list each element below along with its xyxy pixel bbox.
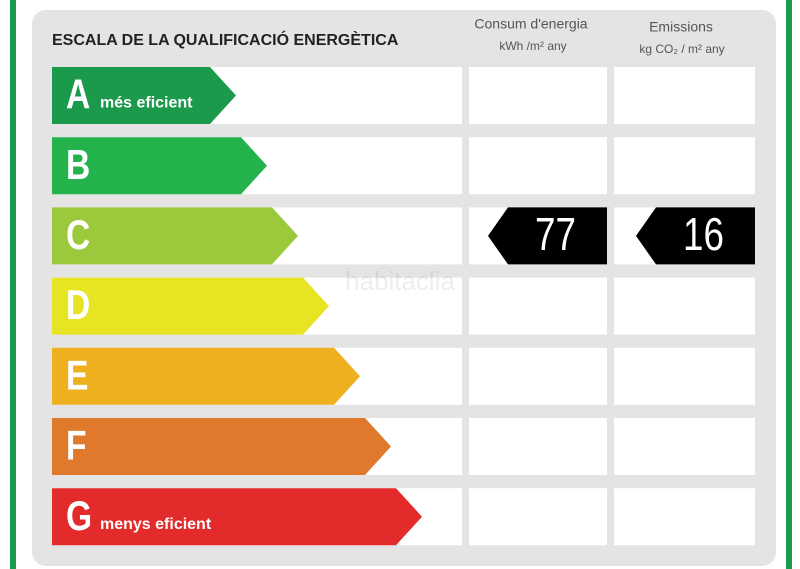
consumption-cell: [469, 418, 607, 475]
rating-letter: B: [66, 142, 90, 188]
rating-arrow: [52, 277, 329, 335]
emissions-cell: [614, 488, 755, 546]
consumption-badge: [488, 207, 607, 265]
rating-letter: C: [66, 213, 90, 259]
emissions-badge: [636, 207, 755, 265]
emissions-unit: kg CO₂ / m² any: [639, 42, 724, 56]
consumption-value: 77: [535, 208, 576, 260]
emissions-cell: [614, 67, 755, 124]
rating-letter: F: [66, 423, 87, 469]
emissions-cell: [614, 418, 755, 475]
emissions-title: Emissions: [649, 19, 713, 35]
emissions-value: 16: [683, 208, 724, 260]
emissions-cell: [614, 137, 755, 195]
consumption-cell: [469, 277, 607, 335]
rating-arrow: [52, 67, 236, 124]
emissions-cell: [614, 347, 755, 405]
rating-letter: G: [66, 493, 92, 539]
rating-arrow: [52, 137, 267, 195]
rating-arrow: [52, 347, 360, 405]
border-left: [10, 0, 16, 569]
rating-note: menys eficient: [100, 516, 212, 533]
rating-letter: A: [66, 72, 90, 118]
rating-note: més eficient: [100, 95, 193, 112]
consumption-title: Consum d'energia: [474, 16, 587, 32]
consumption-cell: [469, 137, 607, 195]
rating-letter: D: [66, 283, 90, 329]
consumption-cell: [469, 67, 607, 124]
emissions-cell: [614, 277, 755, 335]
watermark: habitaclia: [345, 266, 455, 296]
rating-arrow: [52, 488, 422, 546]
consumption-unit: kWh /m² any: [499, 39, 566, 53]
rating-arrow: [52, 418, 391, 475]
title: ESCALA DE LA QUALIFICACIÓ ENERGÈTICA: [52, 30, 399, 49]
rating-letter: E: [66, 353, 88, 399]
rating-arrow: [52, 207, 298, 265]
border-right: [786, 0, 792, 569]
consumption-cell: [469, 347, 607, 405]
consumption-cell: [469, 488, 607, 546]
